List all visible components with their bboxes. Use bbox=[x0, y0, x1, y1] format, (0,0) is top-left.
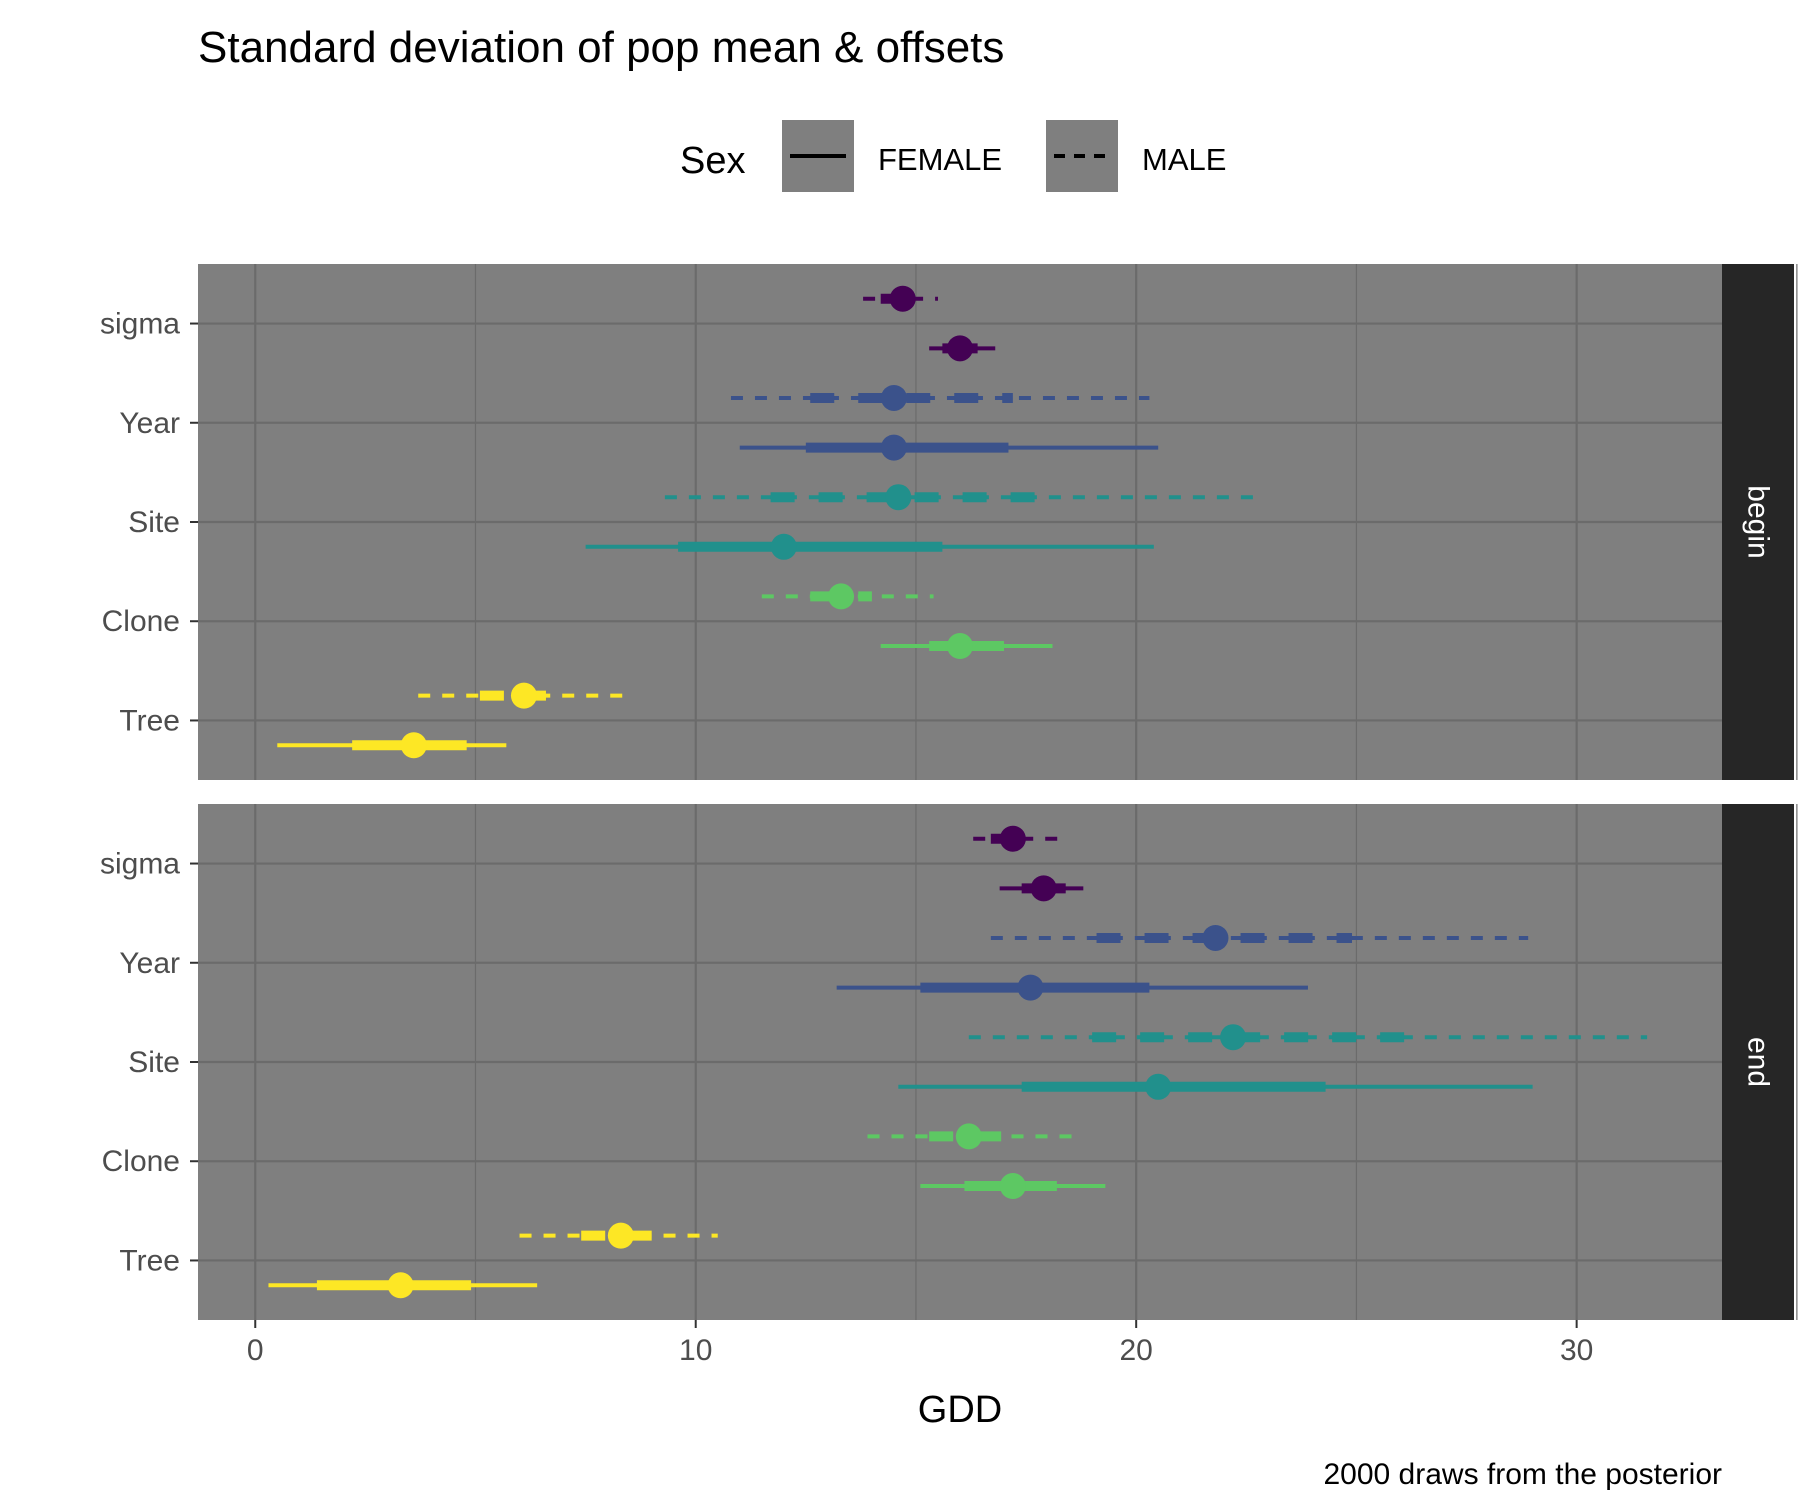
panel-begin: sigma Year Site Clone Tree begin bbox=[100, 264, 1798, 780]
chart-caption: 2000 draws from the posterior bbox=[1323, 1458, 1722, 1491]
point-sigma-female bbox=[947, 335, 973, 362]
point-site-female bbox=[1145, 1073, 1172, 1100]
legend-label-male: MALE bbox=[1142, 142, 1226, 177]
y-tick-label: Tree bbox=[119, 1244, 180, 1277]
point-tree-female bbox=[387, 1272, 414, 1299]
strip-label-end: end bbox=[1742, 1037, 1775, 1087]
point-year-male bbox=[1202, 924, 1229, 951]
y-tick-label: sigma bbox=[100, 308, 180, 341]
legend-label-female: FEMALE bbox=[878, 142, 1002, 177]
point-tree-male bbox=[607, 1222, 634, 1249]
y-tick-label: Site bbox=[128, 1046, 180, 1079]
point-year-male bbox=[880, 384, 907, 411]
y-tick-label: Site bbox=[128, 506, 180, 539]
point-clone-female bbox=[999, 1173, 1026, 1200]
strip-label-begin: begin bbox=[1742, 485, 1775, 558]
x-tick-label: 20 bbox=[1119, 1334, 1152, 1367]
point-year-female bbox=[880, 434, 907, 461]
x-tick-label: 0 bbox=[247, 1334, 264, 1367]
point-sigma-female bbox=[1030, 875, 1057, 902]
chart-title: Standard deviation of pop mean & offsets bbox=[198, 23, 1004, 72]
y-tick-label: Year bbox=[119, 947, 180, 980]
point-tree-male bbox=[510, 682, 537, 709]
point-site-female bbox=[770, 533, 797, 560]
strip-background bbox=[1722, 264, 1794, 780]
point-site-male bbox=[1220, 1024, 1247, 1051]
y-tick-label: sigma bbox=[100, 848, 180, 881]
point-tree-female bbox=[400, 732, 427, 759]
point-site-male bbox=[885, 484, 912, 511]
x-tick-label: 10 bbox=[679, 1334, 712, 1367]
point-year-female bbox=[1017, 974, 1044, 1001]
panel-end: sigma Year Site Clone Tree end bbox=[100, 804, 1798, 1320]
legend-title: Sex bbox=[680, 140, 745, 182]
x-axis: 0 10 20 30 bbox=[247, 1320, 1593, 1367]
point-sigma-male bbox=[889, 285, 916, 312]
y-tick-label: Year bbox=[119, 407, 180, 440]
x-tick-label: 30 bbox=[1560, 1334, 1593, 1367]
point-sigma-male bbox=[999, 825, 1026, 852]
y-tick-label: Clone bbox=[102, 1145, 180, 1178]
y-tick-label: Tree bbox=[119, 704, 180, 737]
x-axis-label: GDD bbox=[918, 1389, 1002, 1431]
legend: Sex FEMALE MALE bbox=[680, 120, 1226, 192]
point-clone-female bbox=[947, 633, 973, 660]
strip-background bbox=[1722, 804, 1794, 1320]
point-clone-male bbox=[955, 1123, 982, 1150]
y-tick-label: Clone bbox=[102, 605, 180, 638]
point-clone-male bbox=[828, 583, 855, 610]
